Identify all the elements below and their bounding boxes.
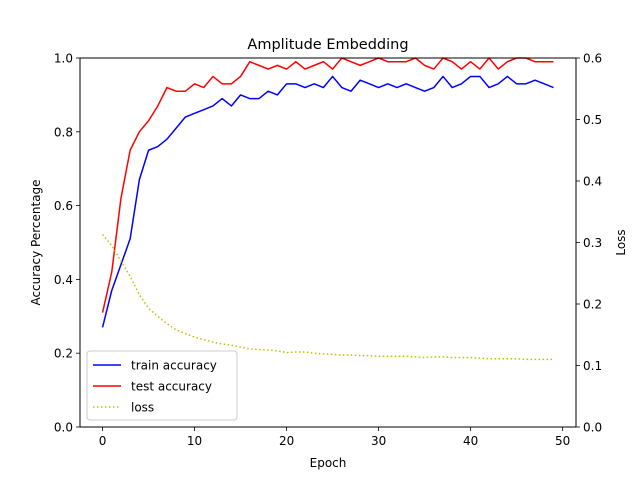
legend: train accuracy test accuracy loss xyxy=(86,350,238,421)
y-axis-label: Accuracy Percentage xyxy=(29,179,43,305)
y-tick-label: 1.0 xyxy=(54,52,73,66)
y2-tick-label: 0.2 xyxy=(583,298,602,312)
y-axis-left: 0.0 0.2 0.4 0.6 0.8 1.0 xyxy=(54,52,80,435)
y2-tick-label: 0.3 xyxy=(583,236,602,250)
legend-label-test-accuracy: test accuracy xyxy=(131,380,212,394)
y-axis-right: 0.0 0.1 0.2 0.3 0.4 0.5 0.6 xyxy=(576,52,602,435)
x-tick-label: 40 xyxy=(463,434,478,448)
x-tick-label: 0 xyxy=(99,434,107,448)
plot-lines xyxy=(101,57,554,361)
y2-axis-label: Loss xyxy=(614,229,628,255)
x-tick-label: 20 xyxy=(279,434,294,448)
x-tick-label: 50 xyxy=(555,434,570,448)
series-line-test-accuracy xyxy=(101,57,554,313)
y2-tick-label: 0.6 xyxy=(583,52,602,66)
legend-label-loss: loss xyxy=(131,401,154,415)
y2-tick-label: 0.1 xyxy=(583,359,602,373)
y-tick-label: 0.4 xyxy=(54,273,73,287)
x-axis: 0 10 20 30 40 50 xyxy=(99,427,570,448)
x-tick-label: 30 xyxy=(371,434,386,448)
y2-tick-label: 0.4 xyxy=(583,175,602,189)
legend-label-train-accuracy: train accuracy xyxy=(131,359,217,373)
series-line-loss xyxy=(101,234,554,361)
y2-tick-label: 0.5 xyxy=(583,113,602,127)
legend-box xyxy=(86,350,238,421)
y-tick-label: 0.8 xyxy=(54,125,73,139)
x-tick-label: 10 xyxy=(187,434,202,448)
y-tick-label: 0.2 xyxy=(54,347,73,361)
y2-tick-label: 0.0 xyxy=(583,421,602,435)
chart-title: Amplitude Embedding xyxy=(247,37,408,53)
series-line-train-accuracy xyxy=(101,75,554,328)
y-tick-label: 0.0 xyxy=(54,421,73,435)
y-tick-label: 0.6 xyxy=(54,199,73,213)
x-axis-label: Epoch xyxy=(310,456,347,470)
